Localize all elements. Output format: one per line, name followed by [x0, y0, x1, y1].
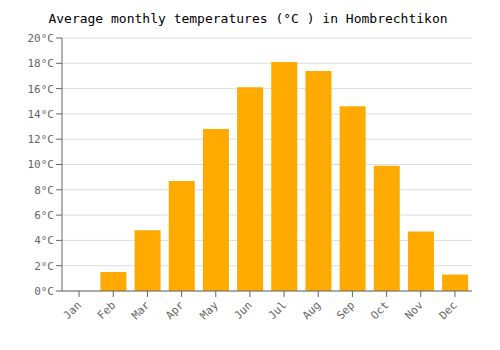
svg-text:Jul: Jul: [266, 299, 289, 322]
svg-text:20°C: 20°C: [28, 32, 55, 45]
svg-text:14°C: 14°C: [28, 108, 55, 121]
svg-text:Jan: Jan: [61, 299, 84, 322]
svg-text:Jun: Jun: [232, 299, 255, 322]
svg-text:Nov: Nov: [402, 298, 426, 322]
svg-text:6°C: 6°C: [34, 209, 54, 222]
svg-text:Feb: Feb: [95, 299, 118, 322]
svg-text:2°C: 2°C: [34, 260, 54, 273]
svg-text:12°C: 12°C: [28, 133, 55, 146]
svg-text:8°C: 8°C: [34, 184, 54, 197]
svg-text:4°C: 4°C: [34, 234, 54, 247]
svg-text:16°C: 16°C: [28, 83, 55, 96]
svg-text:Sep: Sep: [334, 299, 357, 322]
svg-text:Apr: Apr: [163, 298, 187, 322]
svg-text:10°C: 10°C: [28, 158, 55, 171]
svg-text:Mar: Mar: [129, 298, 153, 322]
svg-text:Oct: Oct: [368, 299, 391, 322]
html-text:Average monthly temperatures (: Average monthly temperatures (°C ) in Ho…: [48, 11, 448, 26]
svg-text:May: May: [197, 298, 221, 322]
svg-text:Aug: Aug: [300, 299, 323, 322]
svg-text:Dec: Dec: [437, 299, 460, 322]
svg-text:18°C: 18°C: [28, 57, 55, 70]
svg-text:0°C: 0°C: [34, 285, 54, 298]
